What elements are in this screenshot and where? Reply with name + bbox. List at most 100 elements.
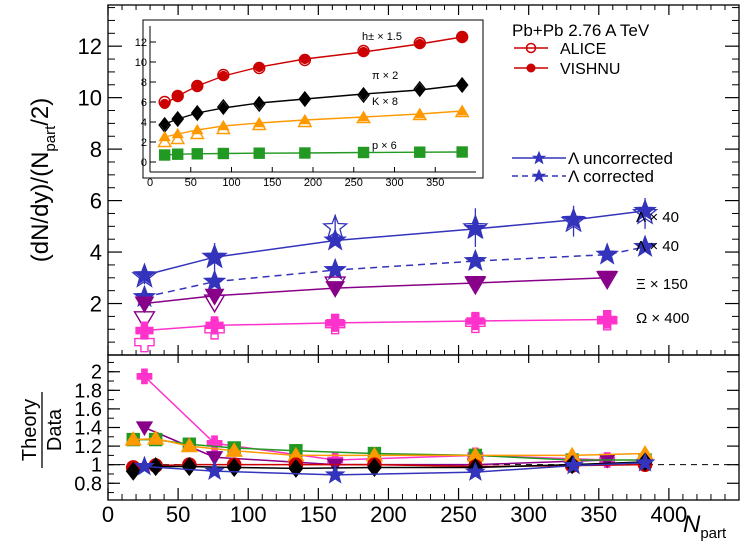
ratio-point — [125, 461, 141, 481]
inset-data-point — [172, 148, 184, 160]
inset-x-tick-label: 150 — [263, 177, 281, 189]
collision-system-label: Pb+Pb 2.76 A TeV — [512, 21, 650, 40]
inset-series-group — [157, 30, 470, 161]
inset-series-0 — [158, 30, 469, 110]
inset-data-point — [190, 104, 204, 122]
inset-model-point — [218, 101, 229, 115]
legend-alice: ALICE — [514, 41, 606, 58]
ratio-point — [180, 437, 198, 453]
inset-y-tick-label: 4 — [141, 117, 147, 129]
y-tick-label: 8 — [90, 137, 102, 162]
main-series-group — [131, 198, 659, 353]
series-3 — [134, 309, 618, 353]
model-point — [135, 321, 154, 340]
inset-y-tick-label: 12 — [135, 37, 147, 49]
inset-x-tick-label: 0 — [147, 177, 153, 189]
inset-model-point — [191, 123, 204, 135]
ratio-plot-frame — [107, 354, 740, 501]
data-point — [134, 331, 155, 353]
data-point — [204, 318, 225, 340]
ratio-label-denominator: Data — [44, 408, 66, 451]
x-tick-label: 250 — [440, 502, 477, 527]
x-tick-label: 400 — [651, 502, 688, 527]
inset-model-point — [300, 148, 310, 158]
model-point — [595, 242, 619, 265]
inset-x-tick-label: 300 — [385, 177, 403, 189]
ratio-point — [634, 451, 656, 472]
x-tick-label: 300 — [510, 502, 547, 527]
data-point — [462, 213, 489, 239]
inset-series-1 — [158, 76, 469, 134]
inset-data-point — [158, 149, 171, 161]
y-tick-label: 6 — [90, 189, 102, 214]
legend-lambda-corrected: Λ corrected — [512, 167, 654, 186]
inset-model-point — [357, 110, 370, 122]
inset-model-point — [173, 149, 183, 159]
x-axis-label: Npart — [683, 511, 727, 542]
inset-model-point — [254, 148, 264, 158]
y-tick-label: 2 — [90, 292, 102, 317]
model-line — [144, 210, 646, 276]
inset-model-point — [253, 96, 265, 110]
ratio-point — [124, 431, 142, 446]
inset-model-point — [158, 130, 171, 142]
inset-model-point — [172, 90, 183, 102]
legend-vishnu-label: VISHNU — [560, 61, 620, 78]
inset-label-protons: p × 6 — [372, 140, 397, 152]
ratio-point — [563, 454, 584, 475]
main-y-axis-label: (dN/dy)/(Npart/2) — [27, 98, 59, 263]
inset-model-point — [159, 117, 170, 131]
inset-model-point — [218, 70, 229, 82]
x-tick-label: 350 — [580, 502, 617, 527]
model-point — [633, 234, 657, 257]
ratio-point — [366, 457, 382, 478]
x-tick-label: 200 — [370, 502, 407, 527]
inset-model-point — [358, 87, 369, 101]
series-0 — [131, 198, 659, 288]
inset-model-point — [414, 83, 426, 97]
inset-data-point — [357, 146, 370, 159]
inset-model-point — [415, 147, 425, 157]
series-label-lambda-uncorrected: Λ × 40 — [636, 209, 679, 226]
inset-series-3 — [158, 146, 468, 161]
x-tick-label: 100 — [230, 502, 267, 527]
vishnu-marker-icon — [526, 63, 536, 73]
ratio-point — [147, 430, 165, 445]
inset-data-point — [191, 148, 203, 160]
inset-model-point — [457, 147, 467, 157]
ratio-point — [134, 455, 155, 476]
inset-y-tick-label: 0 — [141, 157, 147, 169]
series-label-xi: Ξ × 150 — [636, 276, 688, 293]
data-point — [631, 199, 659, 225]
inset-y-tick-label: 10 — [135, 57, 147, 69]
ratio-series-6 — [134, 451, 656, 484]
inset-model-point — [159, 150, 170, 160]
inset-data-point — [191, 79, 204, 93]
inset-data-point — [455, 30, 469, 44]
data-point — [324, 313, 346, 335]
model-point — [204, 288, 225, 306]
data-point — [464, 276, 487, 296]
inset-data-point — [299, 147, 311, 159]
x-tick-label: 0 — [102, 502, 114, 527]
inset-model-point — [456, 78, 468, 92]
inset-data-point — [171, 110, 185, 128]
inset-model-point — [191, 106, 203, 120]
series-label-lambda-corrected: Λ × 40 — [636, 238, 679, 255]
inset-label-pions: π × 2 — [372, 70, 398, 82]
ratio-y-tick-label: 1.8 — [74, 380, 102, 402]
legend-lambda-corrected-label: Λ corrected — [568, 167, 654, 186]
legend-alice-label: ALICE — [560, 41, 606, 58]
ratio-series-group — [124, 368, 656, 484]
legend-vishnu: VISHNU — [514, 61, 620, 78]
inset-model-point — [298, 113, 312, 125]
x-tick-label: 50 — [166, 502, 190, 527]
inset-x-tick-label: 200 — [304, 177, 322, 189]
data-point — [596, 309, 618, 331]
series-label-omega: Ω × 400 — [636, 310, 689, 327]
ratio-point — [136, 368, 153, 385]
legend-lambda-uncorrected: Λ uncorrected — [512, 149, 673, 168]
ratio-point — [206, 435, 223, 452]
model-point — [134, 296, 155, 314]
ratio-line — [144, 462, 646, 476]
